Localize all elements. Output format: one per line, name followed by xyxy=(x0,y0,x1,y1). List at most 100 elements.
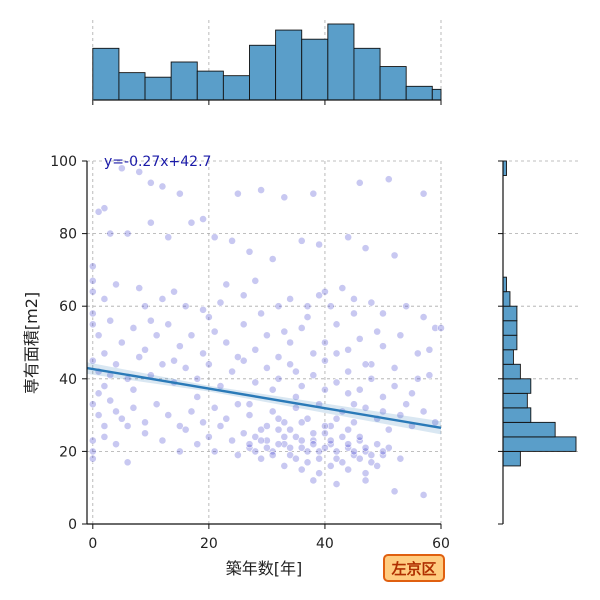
scatter-point xyxy=(344,465,353,474)
scatter-point xyxy=(338,284,347,292)
y-hist-bar xyxy=(502,407,532,423)
scatter-point xyxy=(286,360,295,369)
scatter-point xyxy=(199,215,207,223)
scatter-point xyxy=(274,440,283,449)
scatter-point xyxy=(187,407,196,416)
scatter-point xyxy=(355,454,364,463)
scatter-point xyxy=(361,244,370,253)
y-marginal-histogram xyxy=(498,160,577,525)
x-tick-label: 60 xyxy=(432,536,450,552)
scatter-point xyxy=(239,356,248,365)
scatter-point xyxy=(419,407,428,416)
scatter-point xyxy=(88,400,97,409)
scatter-point xyxy=(175,342,184,351)
scatter-point xyxy=(280,462,289,470)
scatter-point xyxy=(245,411,254,419)
scatter-point xyxy=(117,164,126,173)
scatter-point xyxy=(390,382,399,390)
scatter-point xyxy=(309,371,318,380)
scatter-point xyxy=(199,418,207,427)
scatter-point xyxy=(303,447,312,456)
scatter-point xyxy=(309,429,318,438)
scatter-point xyxy=(88,454,97,463)
x-hist-bar xyxy=(118,72,146,101)
scatter-point xyxy=(309,440,318,449)
y-hist-bar xyxy=(502,363,521,380)
scatter-point xyxy=(321,338,329,347)
scatter-point xyxy=(187,331,196,340)
scatter-point xyxy=(129,385,138,394)
scatter-point xyxy=(228,236,236,245)
scatter-point xyxy=(344,345,353,354)
scatter-point xyxy=(88,287,97,296)
x-hist-bar xyxy=(196,70,224,101)
scatter-point xyxy=(268,451,277,459)
district-badge-label: 左京区 xyxy=(390,560,436,578)
district-badge-box xyxy=(383,554,445,582)
y-axis-title: 専有面積[m2] xyxy=(22,292,41,394)
y-tick-label: 80 xyxy=(59,227,77,243)
scatter-point xyxy=(123,229,132,238)
scatter-point xyxy=(373,327,382,336)
scatter-point xyxy=(396,411,405,419)
scatter-point xyxy=(413,349,422,358)
scatter-point xyxy=(164,320,173,329)
scatter-point xyxy=(216,298,225,307)
scatter-point xyxy=(384,443,393,452)
scatter-point xyxy=(280,327,289,336)
scatter-point xyxy=(251,432,260,441)
x-marginal-histogram xyxy=(92,23,442,105)
scatter-point xyxy=(344,440,353,449)
scatter-point xyxy=(257,186,265,194)
scatter-point xyxy=(408,389,416,398)
scatter-point xyxy=(361,360,370,369)
scatter-point xyxy=(94,389,103,398)
scatter-point xyxy=(338,432,347,441)
scatter-point xyxy=(390,251,399,260)
scatter-point xyxy=(361,476,370,485)
scatter-point xyxy=(373,440,382,449)
scatter-point xyxy=(396,454,405,463)
scatter-point xyxy=(193,393,202,401)
scatter-point xyxy=(274,302,283,311)
scatter-point xyxy=(164,233,173,242)
scatter-point xyxy=(257,425,265,434)
y-tick-label: 40 xyxy=(59,372,77,388)
scatter-point xyxy=(222,414,231,423)
scatter-point xyxy=(239,429,248,438)
scatter-point xyxy=(361,403,370,412)
scatter-point xyxy=(245,440,254,449)
x-tick-label: 20 xyxy=(200,536,218,552)
scatter-point xyxy=(425,345,434,354)
scatter-point xyxy=(297,324,306,332)
scatter-point xyxy=(88,320,97,329)
scatter-point xyxy=(251,276,260,285)
scatter-point xyxy=(141,302,149,311)
x-hist-bar xyxy=(249,44,277,101)
scatter-point xyxy=(321,422,329,430)
scatter-point xyxy=(326,302,335,311)
scatter-point xyxy=(129,403,138,412)
scatter-point xyxy=(158,295,167,303)
y-tick-label: 100 xyxy=(50,154,77,170)
scatter-point xyxy=(315,291,324,300)
scatter-point xyxy=(187,218,196,227)
scatter-point xyxy=(245,247,254,256)
scatter-point xyxy=(233,189,242,198)
scatter-point xyxy=(222,280,231,289)
scatter-point xyxy=(210,233,219,242)
scatter-point xyxy=(297,418,306,427)
scatter-point xyxy=(373,462,382,470)
scatter-point xyxy=(367,298,376,307)
scatter-point xyxy=(199,305,207,314)
y-hist-bar xyxy=(502,320,518,336)
scatter-point xyxy=(309,476,318,485)
scatter-point xyxy=(158,436,167,445)
scatter-point xyxy=(274,425,283,434)
scatter-point xyxy=(419,491,428,499)
regression-line xyxy=(86,366,442,429)
scatter-point xyxy=(419,313,428,321)
scatter-point xyxy=(228,436,236,445)
scatter-point xyxy=(274,374,283,383)
